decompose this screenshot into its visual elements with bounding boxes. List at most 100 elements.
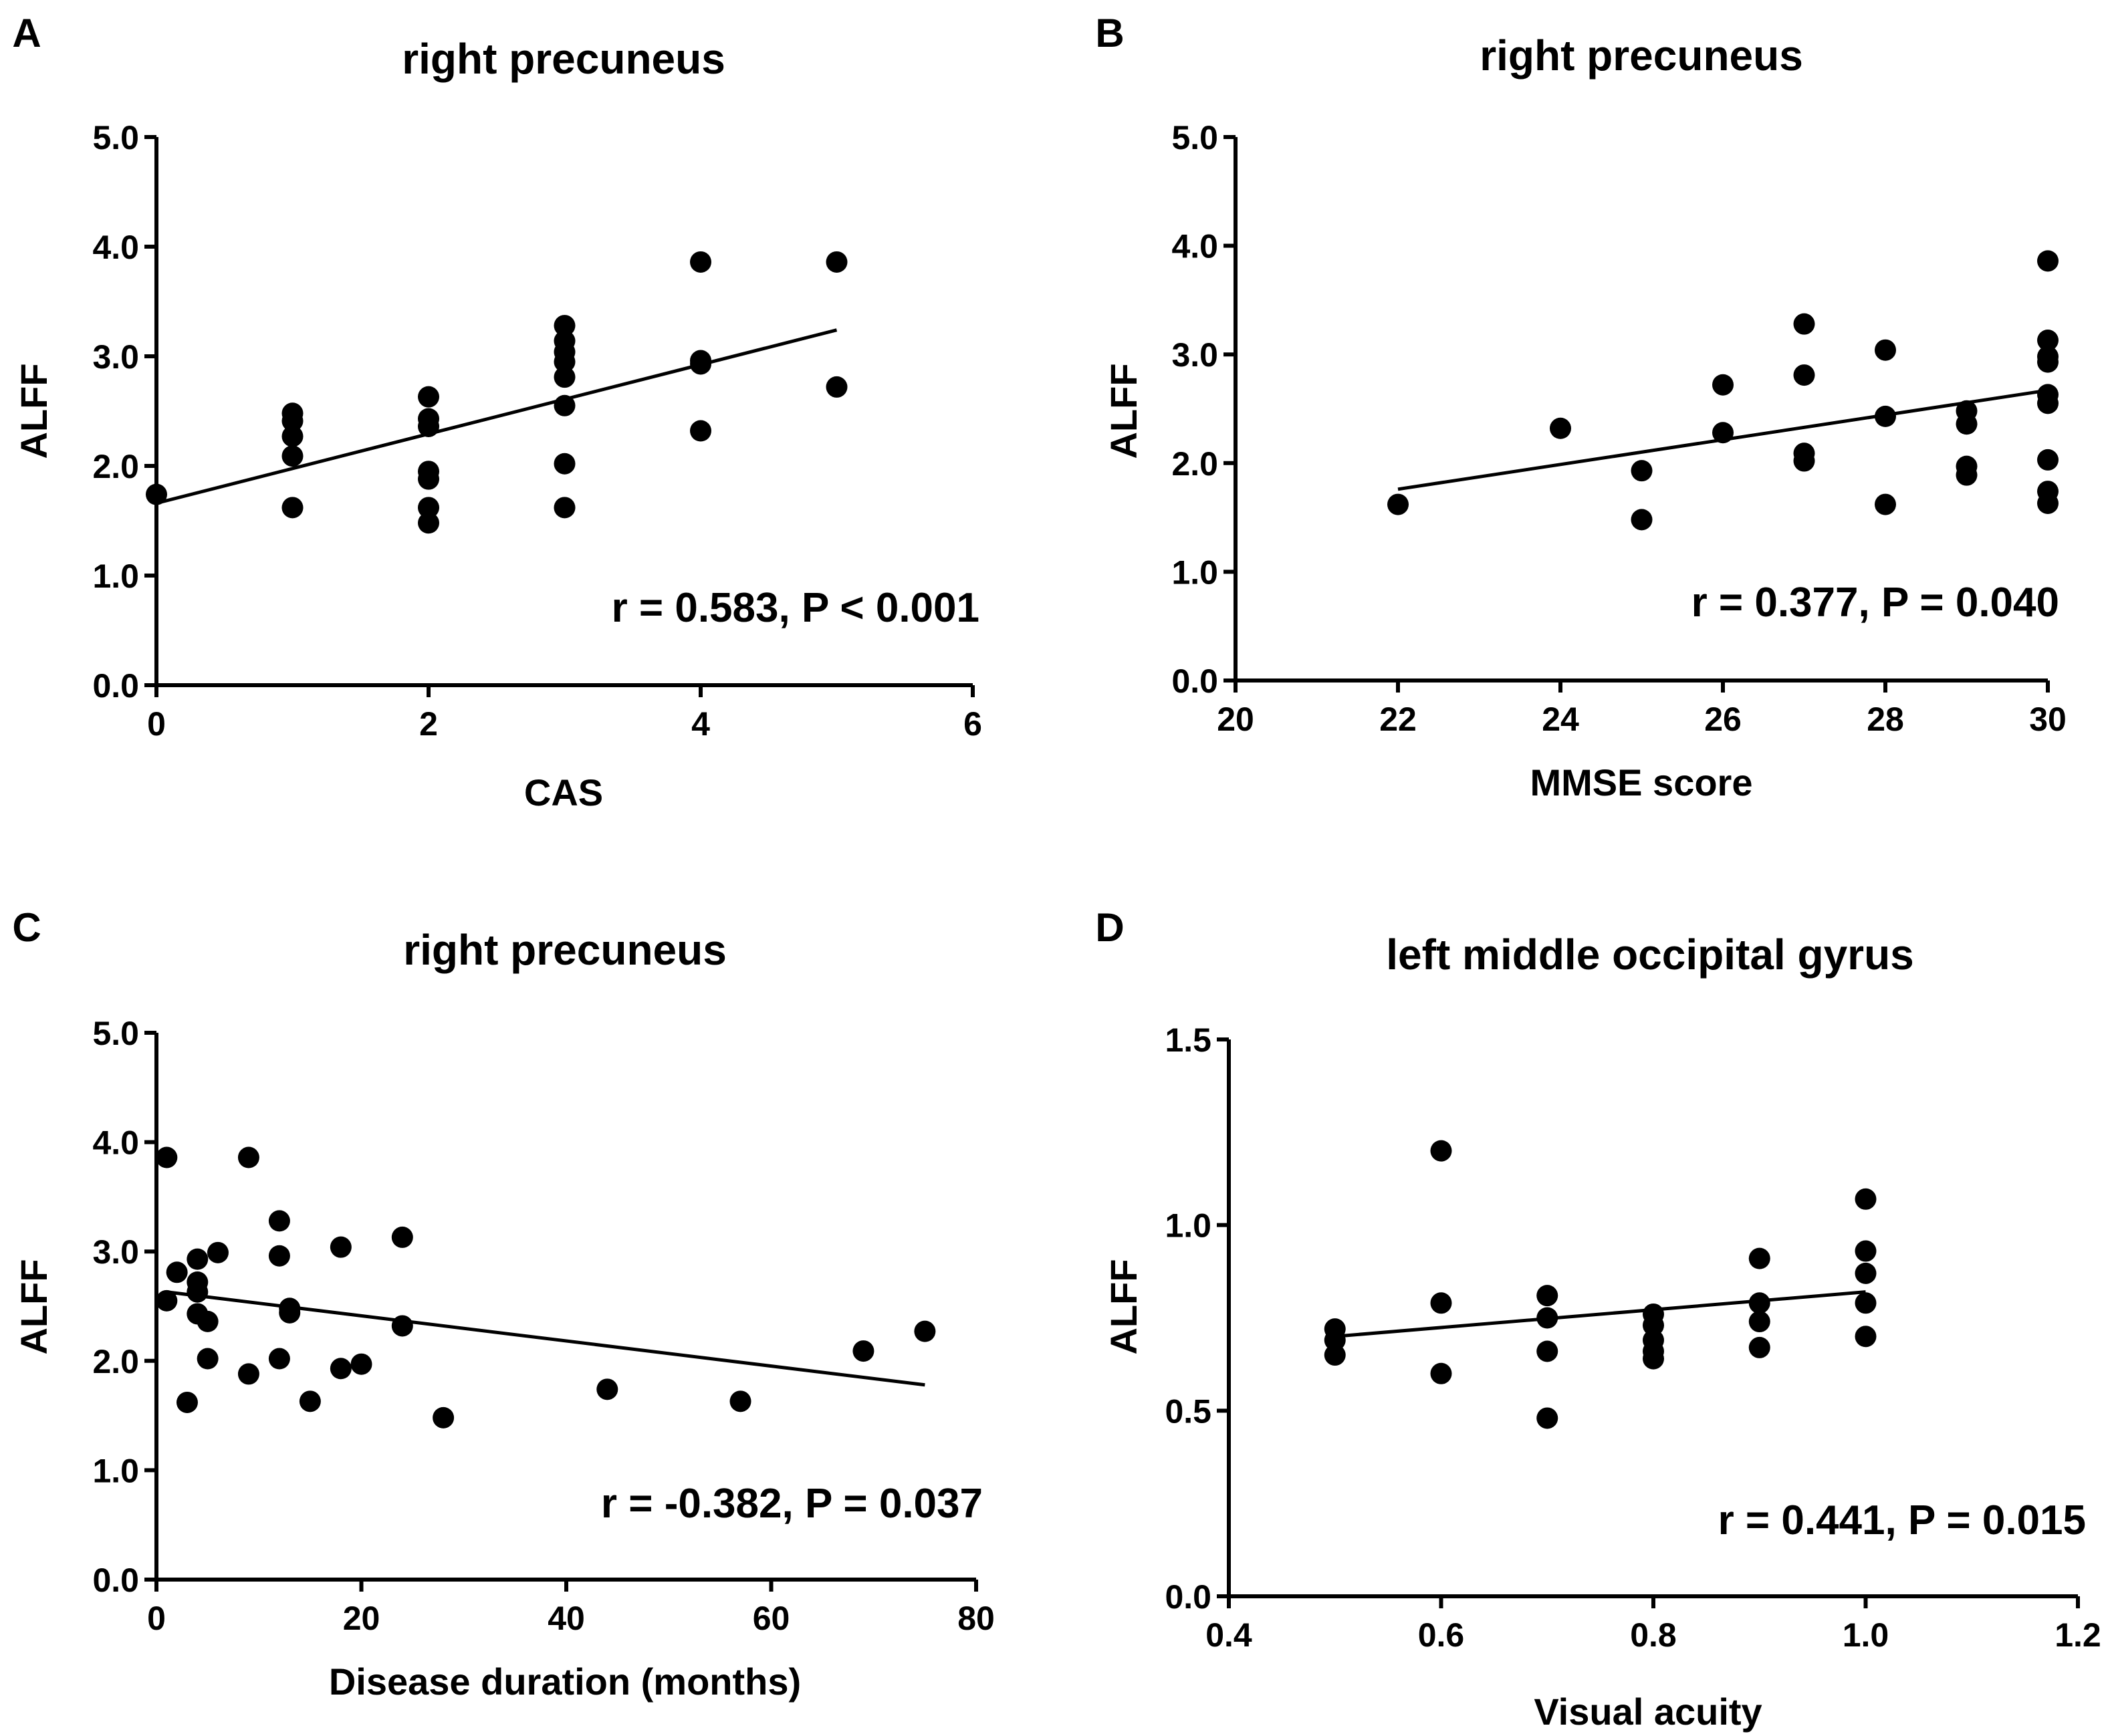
data-point (690, 420, 711, 442)
y-tick-label: 1.0 (1171, 553, 1218, 591)
data-point (330, 1358, 352, 1380)
x-tick-label: 4 (691, 705, 710, 743)
y-tick-label: 0.5 (1165, 1392, 1211, 1430)
data-point (268, 1210, 290, 1232)
y-tick-label: 1.5 (1165, 1021, 1211, 1059)
panel-letter-c: C (12, 905, 41, 950)
regression-line (1334, 1290, 1866, 1338)
data-point (156, 1289, 178, 1312)
data-point (187, 1248, 209, 1270)
data-point (554, 497, 576, 519)
data-point (2037, 250, 2059, 272)
data-point (281, 445, 304, 467)
panel-d: D left middle occipital gyrus ALFF Visua… (1095, 905, 2101, 1733)
y-axis-label-a: ALFF (13, 363, 55, 459)
y-tick-label: 0.0 (92, 667, 139, 705)
data-point (1875, 405, 1896, 427)
data-point (281, 497, 304, 519)
x-axis-label-d: Visual acuity (1534, 1691, 1762, 1733)
data-point (281, 410, 304, 432)
chart-title-b: right precuneus (1480, 31, 1803, 80)
y-tick-label: 3.0 (92, 1233, 139, 1271)
x-tick-label: 40 (548, 1600, 585, 1637)
y-tick-label: 5.0 (1171, 119, 1218, 156)
y-tick-label: 1.0 (1165, 1207, 1211, 1245)
data-point (1536, 1407, 1558, 1429)
data-point (729, 1390, 751, 1412)
data-point (826, 251, 848, 273)
data-point (418, 468, 439, 490)
data-point (279, 1301, 301, 1324)
correlation-annotation-a: r = 0.583, P < 0.001 (612, 585, 979, 631)
data-point (1550, 417, 1571, 439)
data-point (237, 1146, 259, 1168)
data-point (1536, 1285, 1558, 1307)
data-point (690, 251, 711, 273)
chart-title-d: left middle occipital gyrus (1386, 931, 1914, 979)
data-point (1855, 1240, 1877, 1262)
data-point (1712, 374, 1734, 396)
data-point (1643, 1314, 1664, 1336)
data-point (554, 351, 576, 373)
data-point (1875, 339, 1896, 361)
regression-line (156, 328, 838, 505)
x-tick-label: 1.0 (1843, 1616, 1889, 1654)
data-point (268, 1348, 290, 1370)
x-tick-label: 22 (1379, 701, 1417, 738)
y-tick-label: 0.0 (1165, 1578, 1211, 1616)
y-tick-label: 1.0 (92, 1452, 139, 1489)
data-point (350, 1353, 372, 1375)
chart-title-a: right precuneus (402, 35, 725, 83)
data-point (1430, 1292, 1452, 1314)
panel-a: A right precuneus ALFF CAS r = 0.583, P … (12, 11, 982, 814)
data-point (299, 1390, 321, 1412)
data-point (1324, 1344, 1346, 1366)
x-tick-label: 0 (147, 1600, 166, 1637)
panel-letter-d: D (1095, 905, 1124, 950)
data-point (554, 453, 576, 475)
x-tick-label: 1.2 (2055, 1616, 2101, 1654)
data-point (2037, 330, 2059, 352)
y-tick-label: 0.0 (1171, 662, 1218, 700)
y-axis-label-b: ALFF (1102, 363, 1145, 459)
data-point (596, 1378, 618, 1400)
y-tick-label: 4.0 (1171, 228, 1218, 265)
data-point (418, 386, 439, 408)
data-point (1631, 460, 1653, 482)
data-point (281, 425, 304, 447)
data-point (1793, 450, 1815, 472)
plot-area-d: 0.0 0.5 1.0 1.5 0.4 0.6 0.8 1.0 1.2 (1165, 1021, 2101, 1654)
data-point (1855, 1292, 1877, 1314)
x-tick-label: 2 (419, 705, 438, 743)
x-axis-label-a: CAS (524, 771, 603, 814)
y-tick-label: 4.0 (92, 1124, 139, 1162)
data-point (1712, 422, 1734, 444)
data-point (2037, 351, 2059, 373)
correlation-annotation-b: r = 0.377, P = 0.040 (1691, 580, 2059, 626)
chart-title-c: right precuneus (403, 926, 727, 974)
data-point (554, 366, 576, 388)
x-tick-label: 0.4 (1205, 1616, 1252, 1654)
panel-c: C right precuneus ALFF Disease duration … (12, 905, 994, 1703)
x-tick-label: 28 (1867, 701, 1904, 738)
y-tick-label: 2.0 (1171, 445, 1218, 483)
data-point (2037, 392, 2059, 414)
data-point (852, 1340, 874, 1362)
data-point (1855, 1188, 1877, 1210)
data-point (391, 1226, 413, 1248)
data-point (1430, 1140, 1452, 1162)
data-point (1748, 1336, 1770, 1358)
data-point (1536, 1340, 1558, 1362)
correlation-annotation-c: r = -0.382, P = 0.037 (601, 1481, 983, 1527)
x-tick-label: 60 (753, 1600, 790, 1637)
data-point (391, 1315, 413, 1337)
data-point (197, 1310, 219, 1332)
data-point (690, 353, 711, 375)
data-point (156, 1146, 178, 1168)
plot-area-c: 0.0 1.0 2.0 3.0 4.0 5.0 0 20 40 60 80 (92, 1015, 994, 1637)
data-point (1793, 364, 1815, 386)
data-point (1430, 1362, 1452, 1384)
x-tick-label: 0.8 (1630, 1616, 1677, 1654)
data-point (1643, 1348, 1664, 1370)
data-point (1956, 464, 1978, 486)
